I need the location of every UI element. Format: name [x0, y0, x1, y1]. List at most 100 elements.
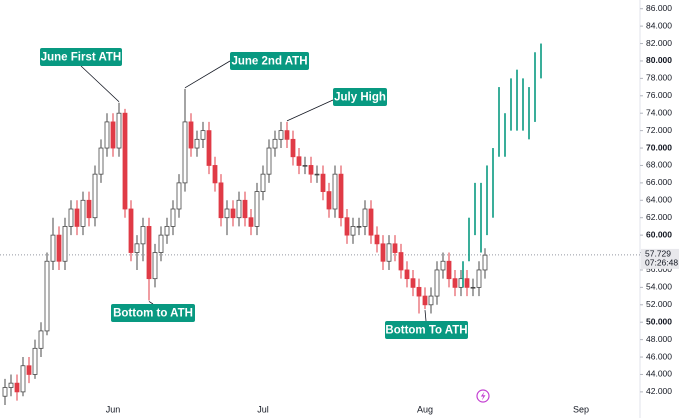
candle-body — [308, 165, 314, 175]
candle-body — [422, 295, 428, 306]
candle-body — [482, 254, 488, 271]
annotation-box — [333, 88, 387, 106]
candle-body — [356, 226, 362, 228]
x-tick-label: Jun — [106, 404, 121, 414]
countdown-label: 07:26:48 — [645, 258, 678, 268]
candle-body — [440, 260, 446, 271]
candle-body — [98, 147, 104, 175]
candle-body — [140, 226, 146, 245]
y-tick-label: 42.000 — [646, 386, 672, 396]
candle-body — [152, 252, 158, 280]
candle-body — [194, 138, 200, 149]
candle-body — [398, 252, 404, 271]
candle-body — [368, 208, 374, 236]
y-tick-label: 68.000 — [646, 160, 672, 170]
candle-body — [320, 173, 326, 192]
candle-body — [362, 208, 368, 227]
annotation-label: June 2nd ATH — [231, 56, 307, 68]
y-tick-label: 82.000 — [646, 38, 672, 48]
candle-body — [248, 217, 254, 227]
candle-body — [104, 121, 110, 149]
candle-body — [332, 173, 338, 210]
y-tick-label: 76.000 — [646, 90, 672, 100]
candle-body — [446, 260, 452, 280]
candle-body — [86, 199, 92, 219]
y-tick-label: 72.000 — [646, 125, 672, 135]
candle-body — [296, 156, 302, 166]
candle-body — [20, 365, 26, 393]
annotation-box — [230, 52, 309, 70]
x-tick-label: Sep — [573, 404, 589, 414]
candle-body — [392, 243, 398, 253]
candle-body — [218, 182, 224, 219]
candle-body — [434, 269, 440, 297]
y-tick-label: 66.000 — [646, 177, 672, 187]
annotation-label: June First ATH — [41, 52, 122, 64]
candle-body — [284, 130, 290, 140]
y-tick-label: 78.000 — [646, 73, 672, 83]
candle-body — [428, 295, 434, 306]
y-tick-label: 84.000 — [646, 20, 672, 30]
candle-body — [350, 226, 356, 236]
candle-body — [170, 208, 176, 227]
candle-body — [92, 173, 98, 219]
x-tick-label: Aug — [417, 404, 433, 414]
y-tick-label: 80.000 — [646, 55, 672, 65]
candle-body — [452, 278, 458, 288]
candle-body — [272, 138, 278, 149]
candle-body — [206, 130, 212, 166]
candle-body — [470, 286, 476, 289]
candle-body — [128, 208, 134, 253]
candle-body — [182, 121, 188, 184]
annotation-pointer — [148, 301, 154, 305]
annotation-pointer — [80, 65, 120, 103]
candle-body — [326, 191, 332, 210]
y-tick-label: 74.000 — [646, 107, 672, 117]
y-tick-label: 64.000 — [646, 195, 672, 205]
candle-body — [134, 243, 140, 253]
candle-body — [176, 182, 182, 210]
candle-body — [212, 165, 218, 184]
candle-body — [164, 226, 170, 236]
annotation-label: July High — [334, 92, 386, 104]
price-label-box — [641, 248, 679, 269]
y-tick-label: 52.000 — [646, 299, 672, 309]
candle-body — [200, 130, 206, 140]
candle-body — [260, 173, 266, 192]
candle-body — [122, 112, 128, 210]
candle-body — [44, 260, 50, 332]
candle-body — [2, 387, 8, 397]
y-tick-label: 60.000 — [646, 229, 672, 239]
candle-body — [26, 365, 32, 375]
candle-body — [410, 278, 416, 288]
candle-body — [14, 382, 20, 393]
candle-body — [464, 278, 470, 288]
candle-body — [158, 234, 164, 253]
candle-body — [254, 191, 260, 227]
candle-body — [380, 243, 386, 262]
candle-body — [386, 243, 392, 262]
candle-body — [374, 234, 380, 245]
candle-body — [110, 121, 116, 149]
x-tick-label: Jul — [257, 404, 269, 414]
y-tick-label: 48.000 — [646, 334, 672, 344]
annotation-pointer — [424, 310, 427, 322]
candle-body — [314, 173, 320, 176]
candle-body — [8, 382, 14, 388]
candle-body — [62, 226, 68, 262]
y-tick-label: 70.000 — [646, 142, 672, 152]
candle-body — [116, 112, 122, 149]
y-tick-label: 46.000 — [646, 351, 672, 361]
candle-body — [338, 173, 344, 219]
candle-body — [476, 269, 482, 288]
candle-body — [344, 217, 350, 236]
candle-body — [404, 269, 410, 280]
candle-body — [50, 234, 56, 262]
candle-body — [416, 286, 422, 297]
y-tick-label: 56.000 — [646, 264, 672, 274]
candle-body — [302, 165, 308, 167]
annotation-box — [40, 48, 122, 66]
candle-body — [242, 199, 248, 219]
candle-body — [146, 226, 152, 280]
